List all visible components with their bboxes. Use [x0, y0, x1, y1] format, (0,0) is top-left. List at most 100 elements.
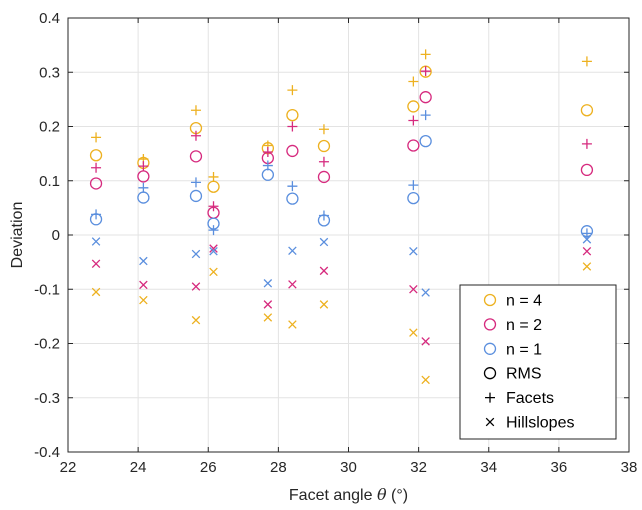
point-n2-plus — [208, 201, 219, 212]
point-n2-cross — [209, 244, 218, 253]
point-n1-plus — [190, 177, 201, 188]
point-n1-plus — [208, 225, 219, 236]
legend-label: Facets — [506, 390, 554, 407]
point-n4-cross — [421, 375, 430, 385]
point-n2-plus — [318, 156, 329, 167]
point-n2-plus — [190, 130, 201, 141]
point-n1-plus — [420, 110, 431, 121]
legend-label: n = 1 — [506, 341, 542, 358]
point-n4-plus — [408, 76, 419, 87]
point-n1-circle — [419, 134, 432, 148]
point-n4-cross — [191, 315, 201, 325]
legend-marker-circle — [483, 342, 497, 355]
point-n2-cross — [319, 266, 329, 276]
point-n2-circle — [317, 170, 331, 184]
point-n2-plus — [287, 121, 298, 132]
point-n4-plus — [190, 105, 201, 116]
y-tick-labels: -0.4 -0.3 -0.2 -0.1 0 0.1 0.2 0.3 0.4 — [34, 10, 60, 461]
point-n1-plus — [262, 160, 273, 171]
point-n2-cross — [288, 280, 297, 289]
x-axis-label-symbol: θ — [377, 485, 387, 504]
point-n4-circle — [580, 104, 594, 117]
legend-items: n = 4 n = 2 n = 1 RMS Facets Hillslopes — [483, 293, 574, 432]
point-n4-circle — [89, 149, 103, 162]
legend-marker-cross — [485, 417, 495, 427]
legend-marker-circle — [483, 293, 497, 307]
x-tick-label: 38 — [621, 459, 638, 476]
x-tick-label: 32 — [410, 459, 427, 476]
point-n1-cross — [319, 237, 329, 247]
point-n4-cross — [409, 328, 418, 337]
point-n4-plus — [91, 132, 102, 143]
y-tick-label: -0.3 — [34, 390, 60, 407]
point-n4-cross — [319, 300, 329, 309]
point-n4-plus — [581, 56, 592, 67]
y-tick-label: -0.4 — [34, 444, 60, 461]
point-n4-circle — [317, 139, 331, 153]
x-tick-label: 22 — [60, 459, 77, 476]
axis-ticks — [67, 17, 630, 453]
data-points — [89, 49, 594, 385]
legend-marker-circle — [483, 318, 497, 331]
y-tick-label: 0.4 — [39, 10, 60, 27]
point-n4-plus — [287, 85, 298, 96]
x-axis-label-suffix: (°) — [387, 487, 409, 504]
point-n2-plus — [581, 138, 592, 149]
x-tick-label: 24 — [130, 459, 147, 476]
point-n1-circle — [407, 191, 420, 205]
point-n4-cross — [209, 267, 218, 277]
point-n4-cross — [91, 287, 101, 297]
point-n1-cross — [91, 237, 101, 246]
point-n2-plus — [91, 162, 102, 173]
point-n2-circle — [89, 177, 103, 190]
y-tick-label: -0.1 — [34, 281, 60, 298]
x-tick-label: 36 — [551, 459, 568, 476]
legend-label: n = 2 — [506, 317, 542, 334]
point-n2-circle — [189, 150, 203, 163]
point-n1-plus — [408, 180, 419, 191]
point-n2-circle — [286, 144, 299, 158]
point-n2-plus — [420, 66, 431, 77]
x-tick-labels: 22 24 26 28 30 32 34 36 38 — [60, 459, 638, 476]
point-n2-cross — [582, 247, 592, 256]
legend-marker-circle — [483, 367, 497, 380]
point-n2-circle — [407, 139, 420, 152]
point-n1-cross — [263, 279, 273, 288]
point-n1-circle — [286, 192, 299, 205]
legend: n = 4 n = 2 n = 1 RMS Facets Hillslopes — [459, 284, 617, 440]
y-axis-label: Deviation — [9, 202, 26, 269]
x-axis-label: Facet angle θ (°) — [289, 485, 408, 504]
x-tick-label: 26 — [200, 459, 217, 476]
legend-box — [459, 284, 617, 440]
y-tick-label: 0.3 — [39, 64, 60, 81]
x-tick-label: 34 — [480, 459, 497, 476]
point-n4-circle — [286, 108, 299, 122]
legend-label: RMS — [506, 366, 542, 383]
y-tick-label: 0.2 — [39, 119, 60, 136]
point-n4-plus — [318, 124, 329, 135]
y-tick-label: 0.1 — [39, 173, 60, 190]
legend-marker-plus — [485, 392, 495, 403]
point-n1-cross — [209, 247, 218, 256]
point-n1-cross — [409, 247, 418, 256]
legend-label: n = 4 — [506, 293, 542, 310]
point-n2-cross — [191, 282, 201, 291]
point-n1-cross — [582, 235, 592, 244]
point-n2-cross — [91, 259, 101, 269]
point-n1-cross — [421, 288, 430, 297]
point-n2-cross — [263, 300, 273, 309]
point-n1-circle — [189, 189, 203, 203]
legend-label: Hillslopes — [506, 415, 574, 432]
point-n1-cross — [191, 249, 201, 259]
point-n2-plus — [138, 161, 149, 172]
point-n2-cross — [409, 284, 418, 294]
point-n1-plus — [138, 182, 149, 193]
point-n4-cross — [263, 313, 273, 322]
point-n2-cross — [421, 337, 430, 346]
y-tick-label: 0 — [52, 227, 60, 244]
point-n4-plus — [208, 171, 219, 182]
x-tick-label: 30 — [340, 459, 357, 476]
point-n1-cross — [288, 246, 297, 255]
point-n2-cross — [139, 280, 148, 290]
